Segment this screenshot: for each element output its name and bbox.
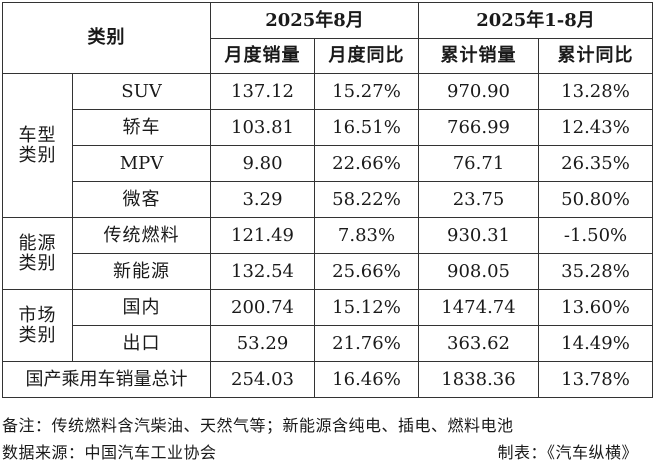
month-yoy-cell: 15.12% [314, 289, 419, 326]
row-name: MPV [72, 145, 211, 182]
data-source: 数据来源：中国汽车工业协会 [2, 443, 217, 462]
group-label-energy-type: 能源 类别 [2, 217, 73, 290]
total-label: 国产乘用车销量总计 [2, 361, 211, 398]
table-row: MPV 9.80 22.66% 76.71 26.35% [3, 145, 653, 182]
table-row-total: 国产乘用车销量总计 254.03 16.46% 1838.36 13.78% [2, 361, 653, 398]
cum-sales-cell: 970.90 [418, 73, 539, 110]
row-name: 新能源 [72, 253, 211, 290]
cum-sales-cell: 930.31 [418, 217, 539, 254]
cum-yoy-cell: 13.60% [538, 289, 653, 326]
cum-yoy-cell: 35.28% [538, 253, 653, 290]
notes-section: 备注：传统燃料含汽柴油、天然气等；新能源含纯电、插电、燃料电池 数据来源：中国汽… [2, 412, 652, 466]
group-label-market-type: 市场 类别 [2, 289, 73, 362]
sales-table-container: 类别 2025年8月 2025年1-8月 月度销量 月度同比 累计销量 累计同比… [2, 2, 653, 398]
cum-yoy-cell: 13.28% [538, 73, 653, 110]
col-header-cum-yoy: 累计同比 [538, 38, 653, 74]
month-sales-cell: 200.74 [210, 289, 315, 326]
group-label-line2: 类别 [18, 144, 57, 166]
row-name: SUV [72, 73, 211, 110]
table-row: 能源 类别 传统燃料 121.49 7.83% 930.31 -1.50% [2, 217, 653, 290]
month-sales-cell: 137.12 [210, 73, 315, 110]
group-label-vehicle-type: 车型 类别 [2, 73, 73, 218]
table-row: 市场 类别 国内 200.74 15.12% 1474.74 13.60% [2, 289, 653, 362]
cum-yoy-cell: 14.49% [538, 325, 653, 362]
month-yoy-cell: 21.76% [314, 325, 419, 362]
made-by: 制表：《汽车纵横》 [497, 443, 638, 462]
total-month-yoy: 16.46% [314, 361, 419, 398]
table-row: 新能源 132.54 25.66% 908.05 35.28% [3, 253, 653, 290]
row-name: 国内 [72, 289, 211, 326]
cum-sales-cell: 1474.74 [418, 289, 539, 326]
cum-sales-cell: 23.75 [418, 181, 539, 218]
group-label-line1: 车型 [18, 124, 57, 146]
month-sales-cell: 53.29 [210, 325, 315, 362]
row-name: 传统燃料 [72, 217, 211, 254]
sales-table: 类别 2025年8月 2025年1-8月 月度销量 月度同比 累计销量 累计同比… [2, 2, 653, 398]
month-sales-cell: 121.49 [210, 217, 315, 254]
table-row: 轿车 103.81 16.51% 766.99 12.43% [3, 109, 653, 146]
cum-sales-cell: 908.05 [418, 253, 539, 290]
group-label-line1: 市场 [18, 304, 57, 326]
col-header-month-sales: 月度销量 [210, 38, 315, 74]
cum-sales-cell: 766.99 [418, 109, 539, 146]
month-yoy-cell: 22.66% [314, 145, 419, 182]
total-month-sales: 254.03 [210, 361, 315, 398]
category-header: 类别 [2, 2, 211, 74]
period-header-month: 2025年8月 [210, 2, 419, 39]
month-sales-cell: 9.80 [210, 145, 315, 182]
cum-sales-cell: 363.62 [418, 325, 539, 362]
row-name: 轿车 [72, 109, 211, 146]
group-label-line2: 类别 [18, 252, 57, 274]
total-cum-sales: 1838.36 [418, 361, 539, 398]
table-row: 微客 3.29 58.22% 23.75 50.80% [3, 181, 653, 218]
month-yoy-cell: 25.66% [314, 253, 419, 290]
month-sales-cell: 3.29 [210, 181, 315, 218]
period-header-cumulative: 2025年1-8月 [418, 2, 653, 39]
cum-yoy-cell: 12.43% [538, 109, 653, 146]
total-cum-yoy: 13.78% [538, 361, 653, 398]
row-name: 微客 [72, 181, 211, 218]
month-sales-cell: 103.81 [210, 109, 315, 146]
table-row: 出口 53.29 21.76% 363.62 14.49% [3, 325, 653, 362]
month-yoy-cell: 7.83% [314, 217, 419, 254]
cum-yoy-cell: 26.35% [538, 145, 653, 182]
remark-note: 备注：传统燃料含汽柴油、天然气等；新能源含纯电、插电、燃料电池 [2, 416, 514, 435]
month-sales-cell: 132.54 [210, 253, 315, 290]
cum-yoy-cell: -1.50% [538, 217, 653, 254]
month-yoy-cell: 58.22% [314, 181, 419, 218]
group-label-line2: 类别 [18, 324, 57, 346]
row-name: 出口 [72, 325, 211, 362]
col-header-month-yoy: 月度同比 [314, 38, 419, 74]
table-row: 车型 类别 SUV 137.12 15.27% 970.90 13.28% [2, 73, 653, 218]
cum-sales-cell: 76.71 [418, 145, 539, 182]
month-yoy-cell: 16.51% [314, 109, 419, 146]
cum-yoy-cell: 50.80% [538, 181, 653, 218]
col-header-cum-sales: 累计销量 [418, 38, 539, 74]
source-line: 数据来源：中国汽车工业协会 制表：《汽车纵横》 [2, 439, 652, 466]
month-yoy-cell: 15.27% [314, 73, 419, 110]
group-label-line1: 能源 [18, 232, 57, 254]
